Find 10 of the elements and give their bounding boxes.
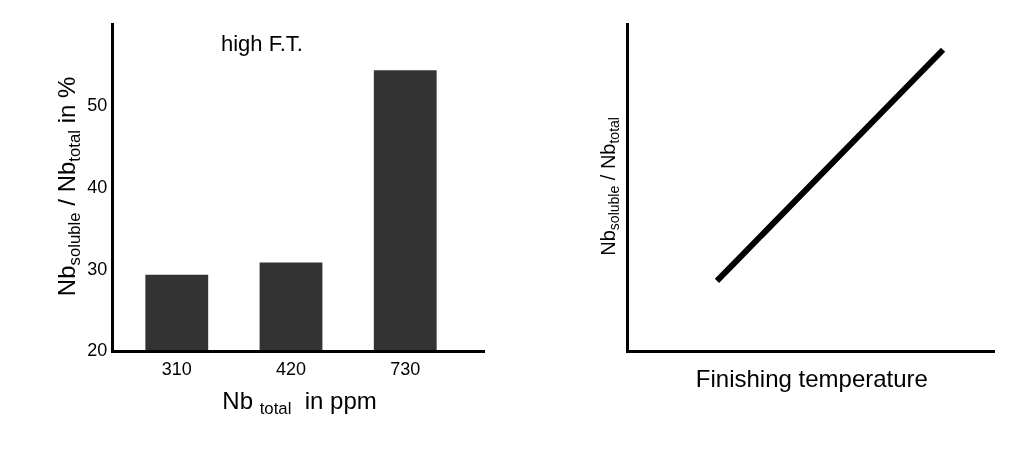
chart-title: high F.T. — [221, 31, 303, 56]
y-tick-label: 30 — [87, 258, 108, 279]
x-axis-title: Nb $_{total}$ in ppm — [222, 386, 377, 418]
y-tick-label: 50 — [87, 94, 108, 115]
x-tick-label: 730 — [390, 358, 421, 379]
y-tick-label: 40 — [87, 176, 108, 197]
x-axis-title: Finishing temperature — [695, 364, 928, 392]
x-tick-label: 420 — [275, 358, 307, 379]
x-tick-label: 310 — [161, 358, 192, 379]
y-tick-label: 20 — [87, 340, 108, 361]
